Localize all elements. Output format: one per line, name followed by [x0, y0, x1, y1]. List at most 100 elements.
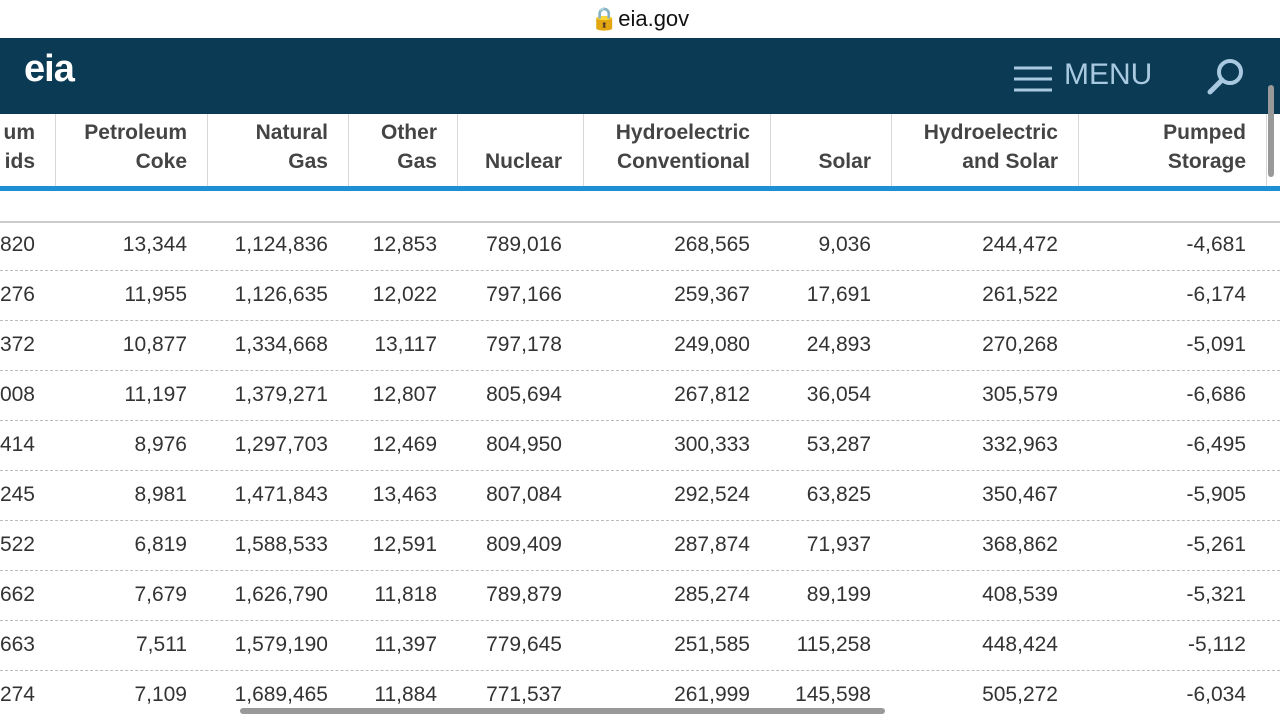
column-header: Gas: [288, 150, 328, 173]
table-cell: 414: [0, 433, 35, 456]
table-cell: 7,511: [136, 633, 187, 656]
table-cell: 372: [0, 333, 35, 356]
table-cell: 789,879: [486, 583, 562, 606]
column-header: Storage: [1167, 150, 1246, 173]
table-cell: 807,084: [486, 483, 562, 506]
table-cell: 7,109: [134, 683, 187, 706]
column-header: Pumped: [1163, 121, 1246, 144]
table-cell: 11,884: [374, 683, 437, 706]
logo[interactable]: eia: [24, 48, 75, 90]
table-cell: 663: [0, 633, 35, 656]
table-cell: -5,091: [1186, 333, 1246, 356]
table-cell: 779,645: [486, 633, 562, 656]
table-cell: 1,126,635: [234, 283, 328, 306]
table-cell: 11,197: [124, 383, 187, 406]
table-cell: 408,539: [982, 583, 1058, 606]
table-cell: 276: [0, 283, 35, 306]
column-divider: [891, 114, 892, 186]
table-cell: 771,537: [486, 683, 562, 706]
column-header: Coke: [135, 150, 187, 173]
table-cell: 12,022: [372, 283, 437, 306]
table-cell: 71,937: [806, 533, 871, 556]
table-cell: 274: [0, 683, 35, 706]
table-cell: 251,585: [674, 633, 750, 656]
table-cell: 8,981: [134, 483, 187, 506]
table-cell: 522: [0, 533, 35, 556]
row-divider: [0, 420, 1280, 421]
table-cell: 820: [0, 233, 35, 256]
column-header: ids: [4, 150, 35, 173]
table-cell: 261,999: [674, 683, 750, 706]
table-cell: 1,588,533: [234, 533, 328, 556]
table-cell: 008: [0, 383, 35, 406]
table-cell: 804,950: [486, 433, 562, 456]
table-cell: 789,016: [486, 233, 562, 256]
table-cell: 350,467: [982, 483, 1058, 506]
table-cell: 505,272: [982, 683, 1058, 706]
row-divider: [0, 370, 1280, 371]
table-cell: 12,807: [372, 383, 437, 406]
table-cell: -6,495: [1186, 433, 1246, 456]
column-header: Gas: [397, 150, 437, 173]
v-scrollbar[interactable]: [1268, 85, 1274, 177]
search-icon[interactable]: [1204, 56, 1248, 100]
table-cell: 6,819: [134, 533, 187, 556]
column-header: Other: [380, 121, 437, 144]
table-cell: 12,853: [372, 233, 437, 256]
nav-bar: eia MENU: [0, 38, 1280, 114]
table-cell: 11,955: [124, 283, 187, 306]
address-bar[interactable]: 🔒eia.gov: [0, 0, 1280, 38]
table-cell: 797,166: [486, 283, 562, 306]
column-header: Nuclear: [484, 150, 562, 173]
table-cell: 13,344: [122, 233, 187, 256]
row-divider: [0, 520, 1280, 521]
column-header: and Solar: [962, 150, 1058, 173]
row-divider: [0, 320, 1280, 321]
column-divider: [457, 114, 458, 186]
table-cell: -5,112: [1188, 633, 1246, 656]
column-divider: [770, 114, 771, 186]
table-cell: -4,681: [1186, 233, 1246, 256]
table-cell: 89,199: [806, 583, 871, 606]
column-divider: [207, 114, 208, 186]
column-header: Hydroelectric: [923, 121, 1058, 144]
table-cell: -6,174: [1186, 283, 1246, 306]
table-cell: 12,591: [372, 533, 437, 556]
table-cell: 1,334,668: [234, 333, 328, 356]
menu-icon[interactable]: [1012, 64, 1054, 94]
lock-icon: 🔒: [590, 6, 619, 31]
table-cell: 300,333: [674, 433, 750, 456]
table-cell: 448,424: [982, 633, 1058, 656]
table-cell: 268,565: [674, 233, 750, 256]
table-cell: 115,258: [796, 633, 871, 656]
table-cell: 1,297,703: [234, 433, 328, 456]
column-header: Hydroelectric: [615, 121, 750, 144]
table-cell: 261,522: [982, 283, 1058, 306]
h-scrollbar[interactable]: [240, 708, 885, 714]
table-cell: 332,963: [982, 433, 1058, 456]
table-cell: 1,579,190: [234, 633, 328, 656]
table-cell: 259,367: [674, 283, 750, 306]
column-divider: [348, 114, 349, 186]
menu-button[interactable]: MENU: [1064, 58, 1153, 91]
table-cell: -6,034: [1186, 683, 1246, 706]
table-cell: -5,261: [1186, 533, 1246, 556]
row-divider: [0, 270, 1280, 271]
table-cell: 1,379,271: [234, 383, 328, 406]
table-cell: 17,691: [806, 283, 871, 306]
table-cell: 12,469: [372, 433, 437, 456]
table-cell: 1,626,790: [234, 583, 328, 606]
table-cell: 53,287: [806, 433, 871, 456]
table-cell: -5,905: [1186, 483, 1246, 506]
table-cell: -6,686: [1186, 383, 1246, 406]
column-divider: [1266, 114, 1267, 186]
table-cell: 63,825: [806, 483, 871, 506]
row-divider: [0, 470, 1280, 471]
table-cell: 24,893: [806, 333, 871, 356]
table-cell: 292,524: [674, 483, 750, 506]
column-divider: [583, 114, 584, 186]
table-cell: 287,874: [674, 533, 750, 556]
table-cell: 145,598: [795, 683, 871, 706]
table-cell: 244,472: [982, 233, 1058, 256]
